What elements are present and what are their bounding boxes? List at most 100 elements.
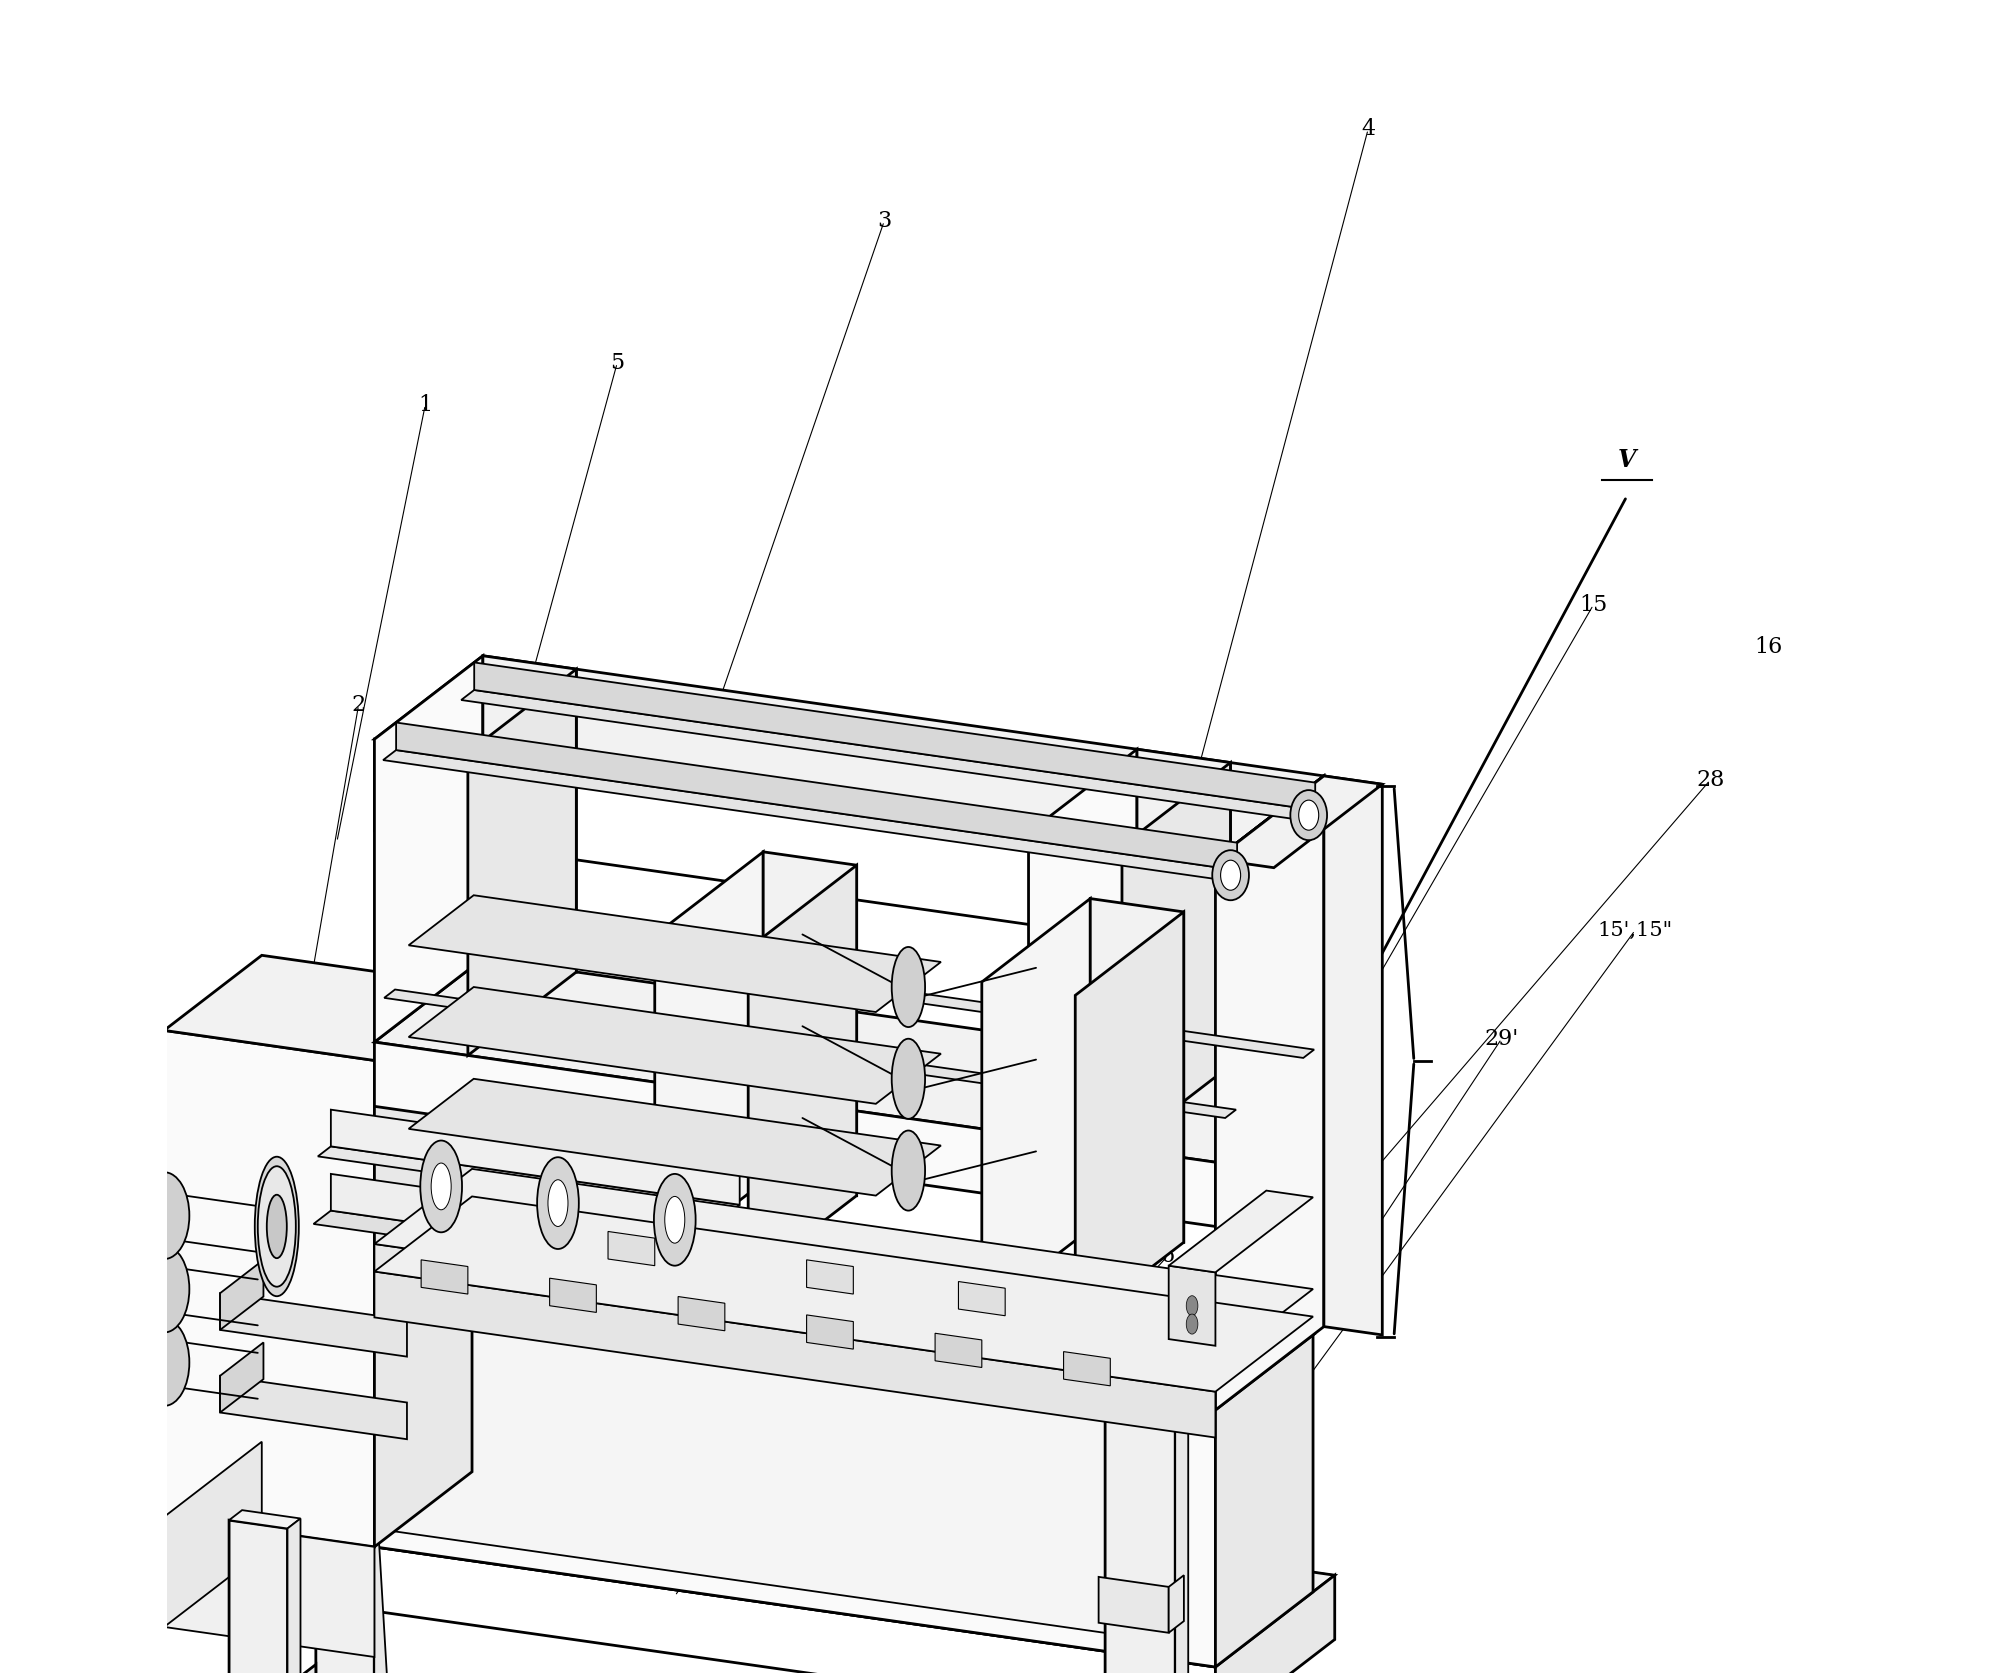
Polygon shape	[679, 1296, 725, 1332]
Polygon shape	[228, 1519, 288, 1677]
Polygon shape	[164, 1516, 374, 1657]
Polygon shape	[1063, 1352, 1111, 1385]
Ellipse shape	[420, 1140, 462, 1233]
Ellipse shape	[891, 1130, 925, 1211]
Ellipse shape	[549, 1179, 569, 1226]
Text: 29': 29'	[1483, 1028, 1520, 1050]
Polygon shape	[220, 1375, 406, 1439]
Polygon shape	[959, 1281, 1005, 1316]
Polygon shape	[164, 1030, 374, 1546]
Text: V: V	[1618, 448, 1636, 471]
Polygon shape	[188, 1263, 1215, 1667]
Polygon shape	[1175, 1389, 1189, 1677]
Polygon shape	[1215, 776, 1323, 951]
Polygon shape	[318, 1147, 739, 1214]
Polygon shape	[807, 1259, 853, 1295]
Polygon shape	[420, 1259, 468, 1295]
Polygon shape	[164, 1442, 262, 1627]
Polygon shape	[374, 1041, 1215, 1226]
Polygon shape	[1169, 1575, 1183, 1633]
Polygon shape	[374, 959, 1323, 1162]
Polygon shape	[749, 865, 857, 1280]
Polygon shape	[408, 988, 941, 1103]
Polygon shape	[220, 1293, 406, 1357]
Polygon shape	[1105, 1378, 1189, 1399]
Polygon shape	[382, 750, 1237, 880]
Polygon shape	[374, 1271, 1215, 1437]
Ellipse shape	[891, 1038, 925, 1119]
Polygon shape	[374, 740, 1215, 951]
Polygon shape	[316, 1454, 374, 1677]
Ellipse shape	[1187, 1315, 1197, 1335]
Ellipse shape	[891, 948, 925, 1026]
Polygon shape	[655, 852, 763, 1266]
Polygon shape	[1215, 1335, 1313, 1667]
Polygon shape	[306, 1429, 1335, 1640]
Polygon shape	[482, 656, 577, 973]
Polygon shape	[384, 989, 1235, 1119]
Polygon shape	[763, 852, 857, 1196]
Polygon shape	[462, 929, 1313, 1058]
Polygon shape	[1169, 1191, 1313, 1273]
Polygon shape	[1169, 1266, 1215, 1345]
Ellipse shape	[665, 1196, 685, 1243]
Polygon shape	[460, 689, 1315, 820]
Ellipse shape	[1221, 860, 1241, 890]
Text: 5: 5	[611, 352, 625, 374]
Polygon shape	[228, 1509, 300, 1528]
Ellipse shape	[1187, 1296, 1197, 1316]
Ellipse shape	[1213, 850, 1249, 901]
Polygon shape	[396, 723, 1237, 870]
Text: 2: 2	[352, 694, 366, 716]
Text: 15',15": 15',15"	[1598, 921, 1672, 939]
Polygon shape	[935, 1333, 981, 1367]
Polygon shape	[220, 1259, 264, 1330]
Ellipse shape	[537, 1157, 579, 1249]
Text: 28: 28	[1696, 770, 1724, 792]
Polygon shape	[1099, 1576, 1169, 1633]
Ellipse shape	[266, 1194, 286, 1258]
Polygon shape	[1075, 912, 1183, 1327]
Polygon shape	[374, 656, 1323, 859]
Text: 3: 3	[877, 210, 891, 231]
Ellipse shape	[140, 1172, 190, 1259]
Polygon shape	[1215, 1575, 1335, 1677]
Polygon shape	[1137, 750, 1231, 1065]
Ellipse shape	[254, 1157, 298, 1296]
Polygon shape	[188, 1429, 1335, 1667]
Polygon shape	[1105, 1389, 1175, 1677]
Polygon shape	[474, 662, 1315, 810]
Ellipse shape	[258, 1166, 296, 1286]
Polygon shape	[1029, 750, 1137, 1135]
Polygon shape	[164, 956, 472, 1060]
Polygon shape	[220, 1342, 264, 1412]
Ellipse shape	[140, 1320, 190, 1405]
Ellipse shape	[140, 1246, 190, 1333]
Polygon shape	[408, 896, 941, 1011]
Polygon shape	[374, 1169, 1313, 1363]
Polygon shape	[551, 1278, 597, 1313]
Text: 15: 15	[1580, 594, 1608, 615]
Polygon shape	[374, 1462, 386, 1677]
Polygon shape	[228, 1665, 316, 1677]
Text: 6: 6	[1161, 1244, 1175, 1266]
Polygon shape	[1091, 899, 1183, 1243]
Text: 1: 1	[418, 394, 432, 416]
Polygon shape	[1215, 1078, 1323, 1226]
Ellipse shape	[1299, 800, 1319, 830]
Polygon shape	[374, 656, 482, 1041]
Ellipse shape	[1291, 790, 1327, 840]
Polygon shape	[1215, 776, 1381, 867]
Polygon shape	[288, 1518, 300, 1677]
Polygon shape	[314, 1211, 739, 1283]
Polygon shape	[188, 1187, 1313, 1410]
Polygon shape	[188, 1519, 1215, 1677]
Polygon shape	[330, 1174, 739, 1269]
Polygon shape	[340, 1303, 1157, 1640]
Polygon shape	[374, 1196, 1313, 1392]
Ellipse shape	[655, 1174, 695, 1266]
Text: 4: 4	[1361, 119, 1375, 141]
Polygon shape	[330, 1110, 739, 1204]
Polygon shape	[408, 1078, 941, 1196]
Polygon shape	[609, 1231, 655, 1266]
